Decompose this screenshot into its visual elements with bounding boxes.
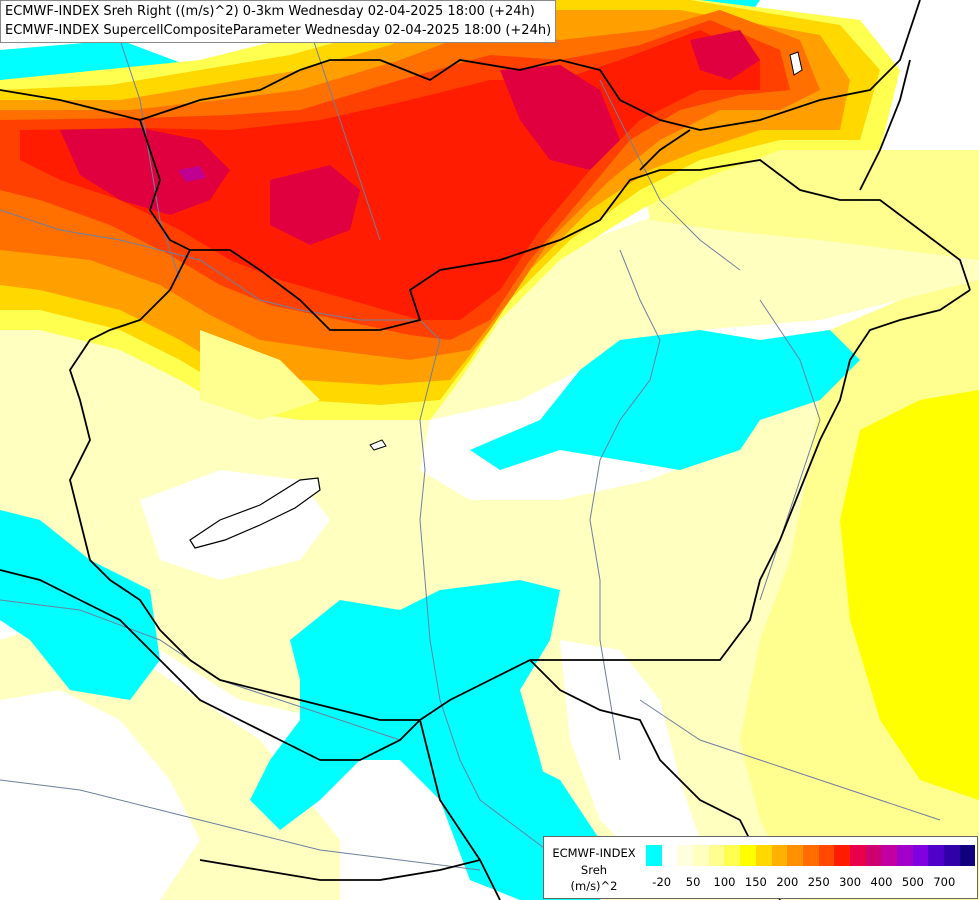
legend-tick-label: 150 — [744, 875, 767, 889]
river-southeast — [639, 699, 941, 821]
legend-swatch — [912, 845, 929, 866]
border-hungary-north — [169, 159, 971, 331]
border-slovakia-ukraine — [639, 129, 691, 171]
legend-tick-label: -20 — [652, 875, 672, 889]
legend-tick-label: 50 — [685, 875, 701, 889]
legend-swatch-row — [646, 845, 976, 866]
river-sava — [0, 779, 481, 871]
legend-swatch — [661, 845, 678, 866]
legend-tick-label: 400 — [870, 875, 893, 889]
sreh-field-cyan-southwest — [0, 510, 160, 700]
border-bosnia-south — [199, 859, 481, 881]
legend-parameter: Sreh — [580, 863, 608, 877]
sreh-field-cyan-center — [470, 330, 860, 470]
border-ukraine — [859, 59, 911, 191]
legend-swatch — [693, 845, 709, 866]
legend-swatch — [897, 845, 913, 866]
legend-swatch — [646, 845, 662, 866]
legend-swatch — [755, 845, 772, 866]
sreh-field-crimson-core-west — [60, 128, 230, 215]
border-hungary-east — [530, 289, 971, 661]
legend-swatch — [708, 845, 725, 866]
legend-swatch — [849, 845, 866, 866]
river-west — [119, 39, 181, 281]
legend-swatch — [787, 845, 803, 866]
lake-small-north — [789, 51, 803, 76]
legend-swatch — [881, 845, 897, 866]
legend-tick-label: 100 — [713, 875, 736, 889]
legend-tick-label: 200 — [776, 875, 799, 889]
river-north2 — [599, 79, 741, 271]
legend-tick-label: 300 — [839, 875, 862, 889]
legend-swatch — [944, 845, 960, 866]
legend-swatch — [834, 845, 850, 866]
legend-swatch — [818, 845, 835, 866]
legend-swatch — [724, 845, 741, 866]
sreh-field-gold-east — [840, 390, 979, 800]
legend-unit: (m/s)^2 — [570, 879, 618, 893]
border-serbia-south — [419, 719, 501, 900]
river-danube — [0, 209, 561, 861]
map-title-line1: ECMWF-INDEX Sreh Right ((m/s)^2) 0-3km W… — [5, 4, 535, 19]
legend-swatch — [740, 845, 756, 866]
legend-tick-row: -20 50 100 150 200 250 300 400 500 700 — [646, 875, 976, 891]
legend-tick-label: 250 — [807, 875, 830, 889]
lake-small-center — [369, 439, 387, 451]
border-north-poland — [139, 0, 921, 131]
border-slovakia-czech — [0, 89, 191, 251]
legend-tick-label: 700 — [933, 875, 956, 889]
legend-swatch — [928, 845, 945, 866]
legend-swatch — [802, 845, 819, 866]
border-hungary-south — [159, 629, 531, 721]
legend-tick-label: 500 — [901, 875, 924, 889]
legend-brand: ECMWF-INDEX — [552, 846, 636, 860]
sreh-field-crimson-core-ne — [690, 30, 760, 80]
legend-swatch — [959, 845, 976, 866]
sreh-field-lightyellow-center — [200, 330, 320, 420]
sreh-field-crimson-core-east — [500, 65, 620, 170]
river-east — [759, 299, 821, 601]
map-title-box: ECMWF-INDEX Sreh Right ((m/s)^2) 0-3km W… — [0, 0, 557, 43]
border-hungary-west — [69, 289, 171, 631]
legend-swatch — [865, 845, 882, 866]
color-legend: ECMWF-INDEX Sreh (m/s)^2 -20 50 100 150 200 2… — [543, 836, 978, 899]
lake-balaton — [189, 477, 321, 549]
sreh-field-cyan-south — [250, 580, 560, 900]
border-croatia-bosnia — [0, 569, 421, 761]
map-title-line2: ECMWF-INDEX SupercellCompositeParameter … — [5, 23, 552, 38]
sreh-field-crimson-core-center — [270, 165, 360, 245]
legend-swatch — [771, 845, 788, 866]
sreh-field-magenta-spot — [178, 166, 206, 182]
sreh-field-white-south — [560, 640, 700, 860]
legend-swatch — [677, 845, 694, 866]
